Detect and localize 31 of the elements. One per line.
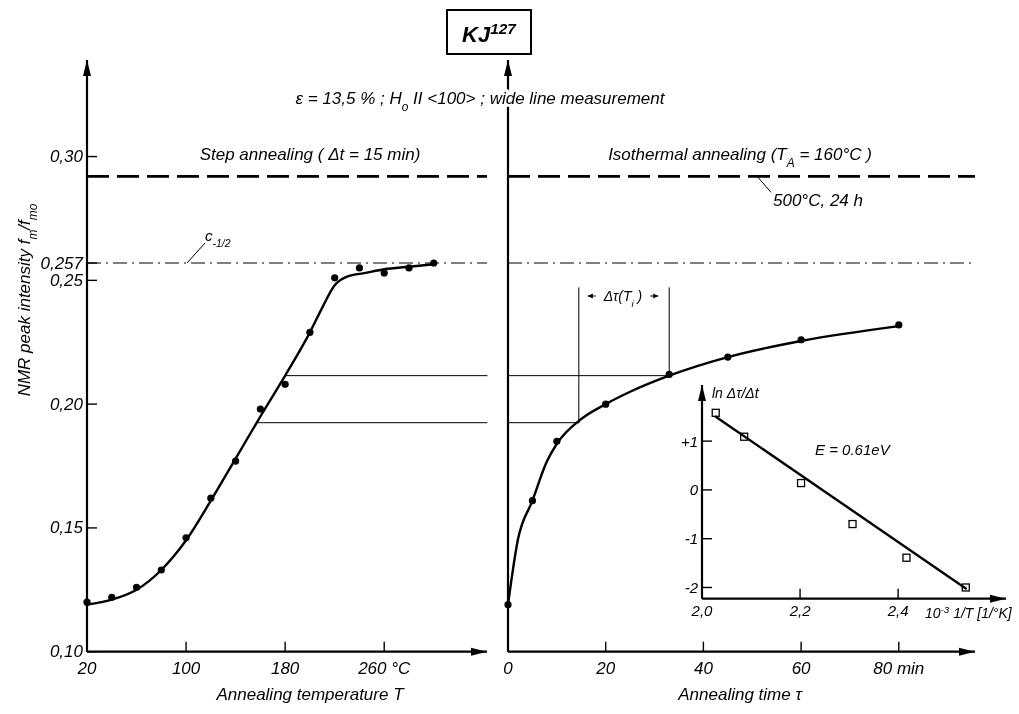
y-tick-label: 0,20 (49, 394, 84, 414)
y-tick-label: 0 (689, 481, 699, 499)
ref-line-label: c$_{-1/2}$ (205, 227, 231, 250)
text: KJ$^{127}$ (462, 19, 518, 47)
x-tick-label: 80 min (873, 658, 925, 678)
x-tick-label: 40 (693, 658, 714, 678)
x-tick-label: 20 (595, 658, 616, 678)
text: Isothermal annealing (T$_{A}$ = 160°C ) (608, 145, 872, 170)
legend-label: 500°C, 24 h (773, 191, 863, 211)
y-tick-label: +1 (680, 432, 698, 450)
x-tick-label: 60 (791, 658, 812, 678)
x-tick-label: 180 (270, 658, 300, 678)
text: Step annealing ( Δt = 15 min) (199, 145, 421, 164)
y-tick-label: 0,15 (49, 518, 84, 538)
x-tick-label: 2,4 (886, 601, 909, 619)
x-tick-label: 2,0 (690, 601, 714, 619)
y-axis-title: ln Δτ/Δt (712, 385, 760, 401)
annotation: Δτ(T$_{i}$ ) (602, 288, 643, 309)
x-tick-label: 0 (503, 658, 514, 678)
y-tick-label: 0,257 (40, 253, 84, 273)
y-tick-label: 0,25 (49, 270, 84, 290)
annotation: E = 0.61eV (815, 441, 892, 458)
y-tick-label: -1 (684, 530, 698, 548)
x-axis-title: 10$^{-3}$ 1/T [1/°K] (925, 603, 1013, 621)
x-tick-label: 260 °C (357, 658, 412, 678)
x-tick-label: 2,2 (788, 601, 812, 619)
x-axis-title: Annealing temperature T (215, 685, 406, 704)
y-tick-label: 0,30 (49, 147, 84, 167)
x-axis-title: Annealing time τ (677, 685, 804, 704)
x-tick-label: 100 (171, 658, 201, 678)
y-tick-label: -2 (684, 578, 699, 596)
